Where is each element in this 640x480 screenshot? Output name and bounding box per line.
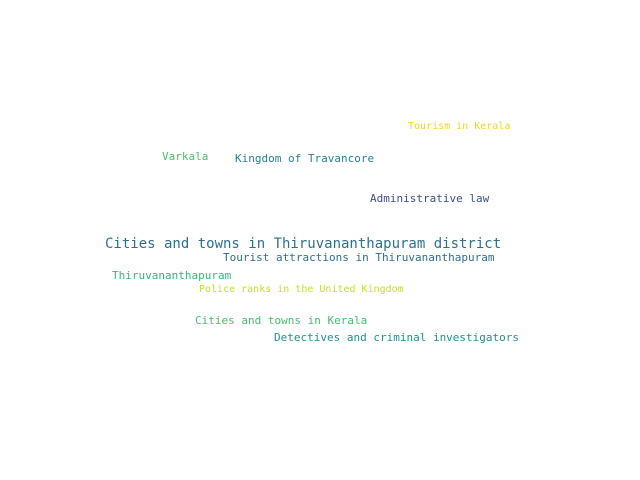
word-administrative-law: Administrative law xyxy=(370,192,490,205)
word-police-ranks-in-the-united-kingdom: Police ranks in the United Kingdom xyxy=(199,284,404,295)
word-detectives-and-criminal-investigators: Detectives and criminal investigators xyxy=(274,331,520,344)
word-varkala: Varkala xyxy=(162,150,209,163)
word-thiruvananthapuram: Thiruvananthapuram xyxy=(112,269,232,282)
word-cities-and-towns-in-thiruvananthapuram-district: Cities and towns in Thiruvananthapuram d… xyxy=(105,236,502,252)
word-cities-and-towns-in-kerala: Cities and towns in Kerala xyxy=(195,314,368,327)
word-tourist-attractions-in-thiruvananthapuram: Tourist attractions in Thiruvananthapura… xyxy=(223,251,495,264)
word-tourism-in-kerala: Tourism in Kerala xyxy=(408,121,511,132)
word-kingdom-of-travancore: Kingdom of Travancore xyxy=(235,152,375,165)
